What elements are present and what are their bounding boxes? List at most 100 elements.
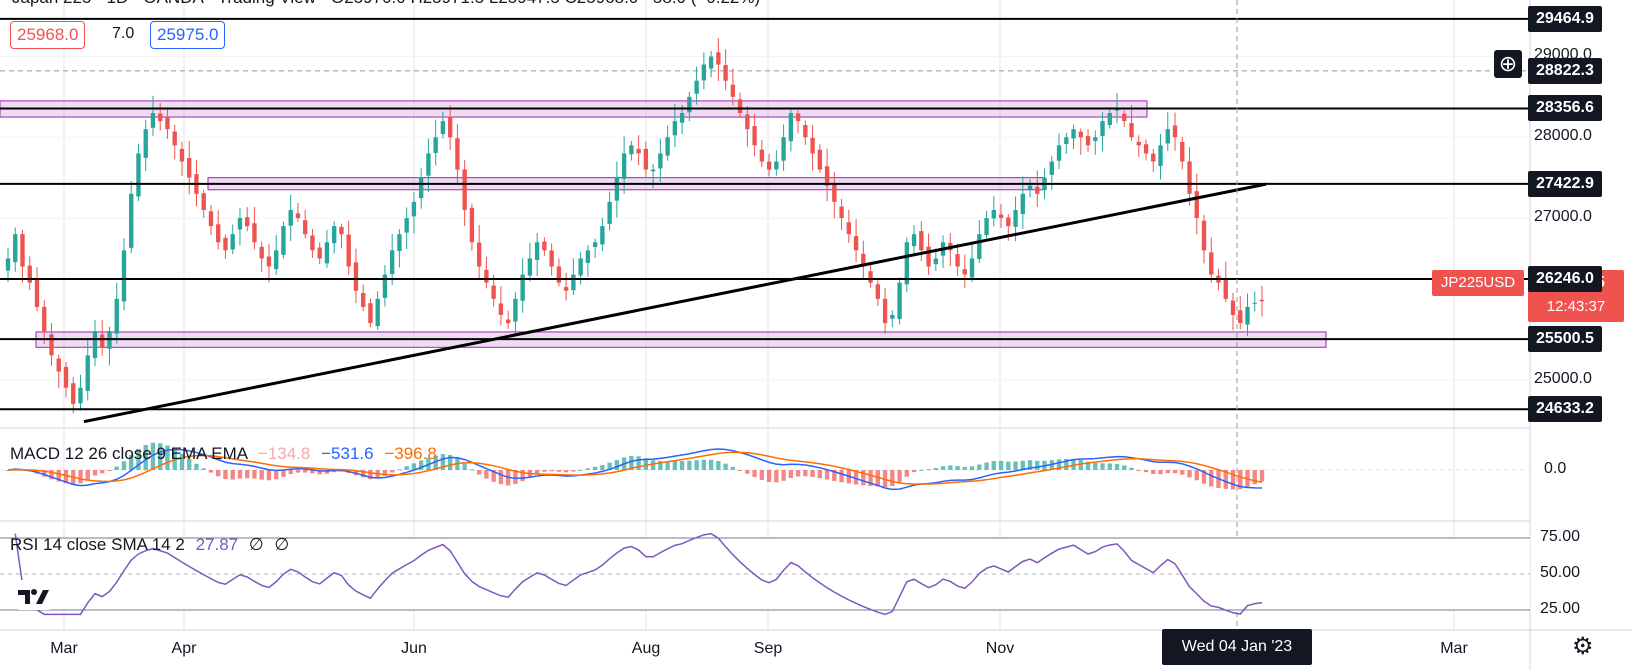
candle-body xyxy=(20,234,25,267)
macd-histogram-bar xyxy=(774,470,779,483)
macd-histogram-bar xyxy=(418,460,424,470)
candle-body xyxy=(114,298,119,334)
candle-body xyxy=(1035,186,1040,194)
macd-histogram-bar xyxy=(513,470,518,485)
candle-body xyxy=(614,177,620,201)
rsi-line xyxy=(14,532,1263,616)
candle-body xyxy=(875,284,881,299)
candle-body xyxy=(527,258,533,276)
candle-body xyxy=(810,137,815,154)
macd-histogram-bar xyxy=(571,470,576,472)
macd-histogram-bar xyxy=(1180,470,1185,475)
macd-histogram-bar xyxy=(614,460,620,470)
add-alert-plus-icon[interactable]: ⊕ xyxy=(1494,50,1522,78)
macd-histogram-bar xyxy=(484,470,489,479)
candle-body xyxy=(368,303,373,324)
candle-body xyxy=(288,209,293,226)
rsi-axis-label: 75.00 xyxy=(1540,528,1581,545)
macd-histogram-bar xyxy=(1238,470,1243,490)
candle-body xyxy=(679,113,685,123)
macd-histogram-bar xyxy=(694,460,699,470)
candle-body xyxy=(585,250,591,263)
time-axis-label: Mar xyxy=(50,640,78,657)
ask-price[interactable]: 25975.0 xyxy=(150,21,226,49)
macd-histogram-bar xyxy=(1006,461,1011,470)
macd-histogram-bar xyxy=(107,470,112,471)
candle-body xyxy=(723,65,728,81)
candle-body xyxy=(245,217,250,227)
candle-body xyxy=(324,242,330,264)
macd-histogram-bar xyxy=(56,470,61,482)
macd-histogram-bar xyxy=(629,455,634,470)
macd-histogram-bar xyxy=(85,470,90,480)
macd-histogram-bar xyxy=(288,470,293,475)
macd-histogram-bar xyxy=(433,455,438,470)
candle-body xyxy=(911,234,917,247)
macd-histogram-bar xyxy=(752,470,757,477)
bid-price[interactable]: 25968.0 xyxy=(10,21,86,49)
candle-body xyxy=(1158,145,1163,167)
candle-body xyxy=(1151,153,1156,162)
macd-histogram-bar xyxy=(1172,470,1178,474)
candle-body xyxy=(150,113,156,128)
candle-body xyxy=(78,387,83,404)
macd-histogram-bar xyxy=(1114,463,1120,470)
candle-body xyxy=(1056,145,1062,161)
candle-body xyxy=(237,218,243,230)
candle-body xyxy=(578,258,583,276)
macd-histogram-bar xyxy=(853,470,859,485)
macd-histogram-bar xyxy=(1027,460,1033,470)
rsi-extra-1: ∅ xyxy=(248,535,264,554)
candle-body xyxy=(817,149,823,170)
candle-body xyxy=(295,213,301,219)
candle-body xyxy=(962,269,967,275)
time-axis-label: Sep xyxy=(753,640,783,657)
bar-countdown: 12:43:37 xyxy=(1546,298,1606,315)
macd-histogram-bar xyxy=(730,466,736,470)
candle-body xyxy=(455,138,460,170)
time-axis-label: Mar xyxy=(1440,640,1468,657)
candle-body xyxy=(361,292,366,307)
macd-histogram-bar xyxy=(1158,470,1163,475)
rsi-legend[interactable]: RSI 14 close SMA 14 2 27.87 ∅ ∅ xyxy=(10,535,289,555)
candle-body xyxy=(1180,141,1185,162)
candle-body xyxy=(266,256,272,267)
tradingview-logo[interactable] xyxy=(14,580,54,610)
macd-histogram-bar xyxy=(1165,470,1170,474)
macd-histogram-bar xyxy=(310,470,315,474)
candle-body xyxy=(1020,193,1025,214)
macd-histogram-bar xyxy=(875,470,881,487)
macd-histogram-bar xyxy=(556,470,562,472)
settings-gear-icon[interactable]: ⚙ xyxy=(1572,633,1594,660)
macd-histogram-bar xyxy=(781,470,786,481)
candle-body xyxy=(933,258,938,265)
macd-histogram-bar xyxy=(984,462,989,470)
candle-body xyxy=(745,114,750,130)
macd-histogram-bar xyxy=(904,470,909,477)
macd-histogram-bar xyxy=(114,466,119,470)
macd-histogram-bar xyxy=(382,470,388,476)
macd-histogram-bar xyxy=(911,470,917,473)
candle-body xyxy=(534,242,540,260)
candle-body xyxy=(1107,113,1112,126)
candle-body xyxy=(187,158,192,178)
candle-body xyxy=(63,366,69,388)
tradingview-logo-icon xyxy=(14,580,54,610)
candle-body xyxy=(433,137,438,153)
macd-legend[interactable]: MACD 12 26 close 9 EMA EMA −134.8 −531.6… xyxy=(10,444,437,464)
candle-body xyxy=(861,253,866,267)
macd-histogram-bar xyxy=(491,470,496,482)
candle-body xyxy=(1252,302,1257,304)
macd-histogram-bar xyxy=(201,468,206,470)
candle-body xyxy=(281,226,286,255)
macd-axis-label: 0.0 xyxy=(1544,460,1567,477)
candle-body xyxy=(1013,209,1018,227)
candle-body xyxy=(418,177,424,199)
macd-histogram-bar xyxy=(361,470,366,478)
candle-body xyxy=(716,52,721,65)
candle-body xyxy=(752,126,757,146)
candle-body xyxy=(389,250,395,275)
candle-body xyxy=(846,222,852,235)
